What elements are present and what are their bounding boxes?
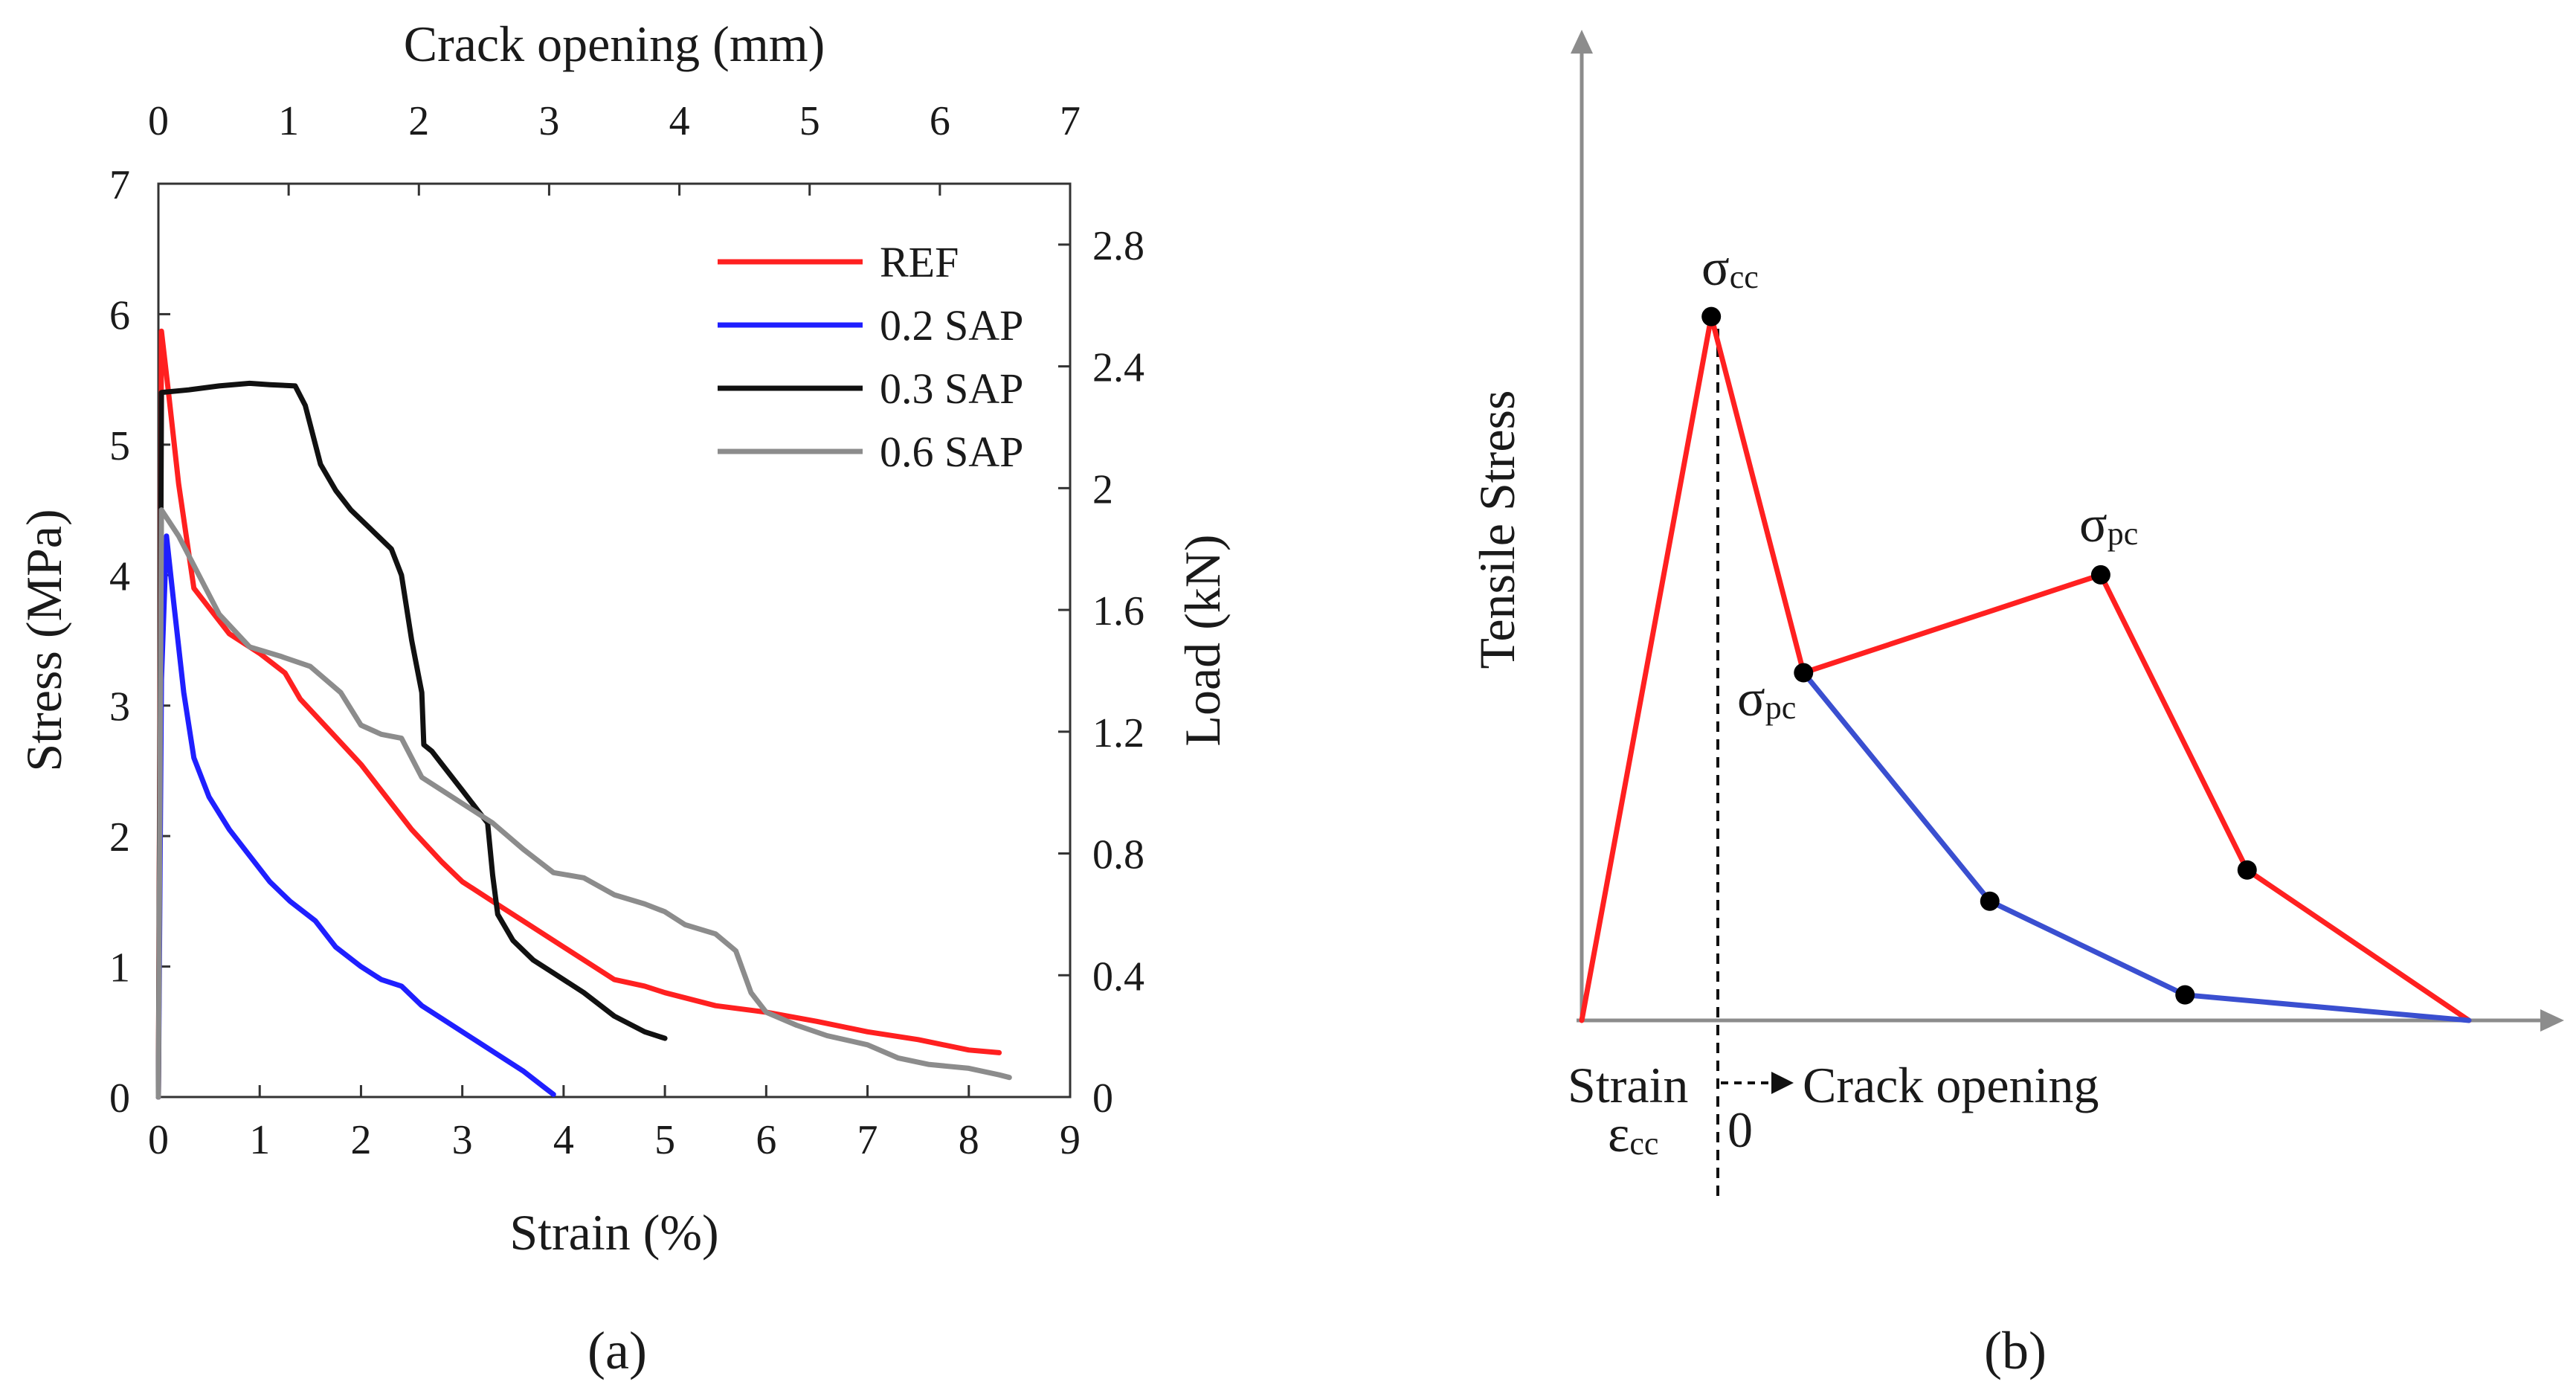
red-curve [1579,314,2472,1023]
x-tick-label: 1 [249,1117,270,1163]
series-line-0-3-sap [155,380,668,1100]
top-x-tick-label: 1 [278,98,299,144]
y-tick-label: 2 [109,814,130,861]
right-y-tick-label: 2 [1092,466,1113,512]
peak-stress-label: σcc [1701,239,1759,297]
data-point-marker [2237,860,2257,880]
y-tick-label: 1 [109,945,130,991]
y-tick-label: 6 [109,292,130,338]
top-x-tick-label: 6 [930,98,950,144]
data-point-marker [2090,564,2110,585]
data-point-marker [1701,306,1722,327]
top-x-tick-label: 0 [148,98,169,144]
series-line-ref [155,328,1002,1100]
y-axis-title: Stress (MPa) [16,509,72,771]
y-tick-label: 5 [109,423,130,469]
legend-label-ref: REF [880,238,959,286]
series-line-0-6-sap [155,507,1012,1100]
x-tick-label: 8 [959,1117,979,1163]
origin-zero-label: 0 [1727,1101,1753,1158]
y-axis-arrowhead [1571,30,1593,54]
crack-opening-label: Crack opening [1803,1057,2099,1113]
strain-label: Strain [1568,1057,1688,1113]
right-y-tick-label: 0.8 [1092,832,1144,878]
right-y-tick-label: 0 [1092,1075,1113,1122]
strain-limit-label: εcc [1608,1106,1658,1163]
series-line-0-2-sap [155,533,556,1100]
crack-opening-arrowhead [1771,1072,1794,1094]
x-tick-label: 7 [857,1117,878,1163]
x-axis-title: Strain (%) [509,1204,718,1261]
legend-label-0-6-sap: 0.6 SAP [880,428,1023,476]
top-x-tick-label: 2 [408,98,429,144]
x-axis-arrowhead [2540,1009,2564,1032]
series-group [155,328,1012,1100]
right-y-tick-label: 2.8 [1092,223,1144,269]
right-y-tick-label: 2.4 [1092,345,1144,391]
x-tick-label: 0 [148,1117,169,1163]
y-tick-label: 7 [109,162,130,208]
panel-b: Tensile Stress σcc σpc σpc Strain εcc 0 … [1469,30,2564,1380]
x-tick-label: 9 [1060,1117,1081,1163]
data-point-marker [2175,985,2195,1005]
top-x-tick-label: 7 [1060,98,1081,144]
panel-label-a: (a) [587,1321,647,1380]
marker-group [1701,306,2257,1005]
right-axis-title: Load (kN) [1174,534,1231,746]
post-peak-stress-upper-label: σpc [2079,496,2138,553]
top-x-tick-label: 5 [799,98,820,144]
x-tick-label: 6 [756,1117,776,1163]
top-axis-title: Crack opening (mm) [404,16,825,72]
series-group [1579,314,2472,1023]
top-x-tick-label: 3 [538,98,559,144]
x-tick-label: 2 [350,1117,371,1163]
blue-curve [1800,670,2472,1023]
legend-label-0-3-sap: 0.3 SAP [880,364,1023,413]
x-tick-label: 3 [452,1117,473,1163]
right-y-tick-label: 1.6 [1092,588,1144,634]
right-y-tick-label: 0.4 [1092,953,1144,1000]
x-tick-label: 5 [654,1117,675,1163]
legend: REF 0.2 SAP 0.3 SAP 0.6 SAP [718,238,1023,476]
post-peak-stress-lower-label: σpc [1737,670,1796,727]
right-y-tick-label: 1.2 [1092,710,1144,756]
y-tick-label: 4 [109,553,130,599]
x-tick-label: 4 [553,1117,574,1163]
y-tick-label: 3 [109,684,130,730]
data-point-marker [1980,891,2000,911]
top-x-tick-label: 4 [669,98,690,144]
y-axis-title: Tensile Stress [1469,390,1525,669]
data-point-marker [1794,663,1814,683]
y-tick-label: 0 [109,1075,130,1122]
legend-label-0-2-sap: 0.2 SAP [880,301,1023,350]
panel-label-b: (b) [1984,1321,2047,1380]
